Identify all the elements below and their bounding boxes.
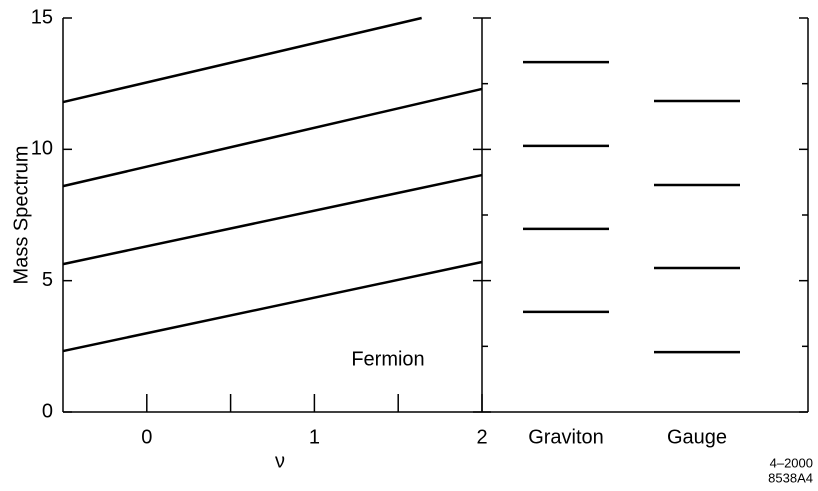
y-axis-label: Mass Spectrum (10, 146, 32, 285)
note: 8538A4 (768, 470, 813, 485)
line (62, 260, 483, 353)
x-tick-label: 2 (476, 426, 487, 448)
x-axis-label: ν (275, 450, 285, 472)
note: 4–2000 (770, 455, 813, 470)
annotation: Fermion (351, 348, 424, 370)
y-tick-label: 5 (42, 269, 53, 291)
y-tick-label: 10 (31, 138, 53, 160)
line (62, 87, 483, 188)
category-label: Graviton (528, 426, 604, 448)
y-tick-label: 0 (42, 400, 53, 422)
category-label: Gauge (667, 426, 727, 448)
line (62, 173, 483, 266)
x-tick-label: 1 (309, 426, 320, 448)
line (62, 16, 422, 104)
y-tick-label: 15 (31, 6, 53, 28)
x-tick-label: 0 (141, 426, 152, 448)
